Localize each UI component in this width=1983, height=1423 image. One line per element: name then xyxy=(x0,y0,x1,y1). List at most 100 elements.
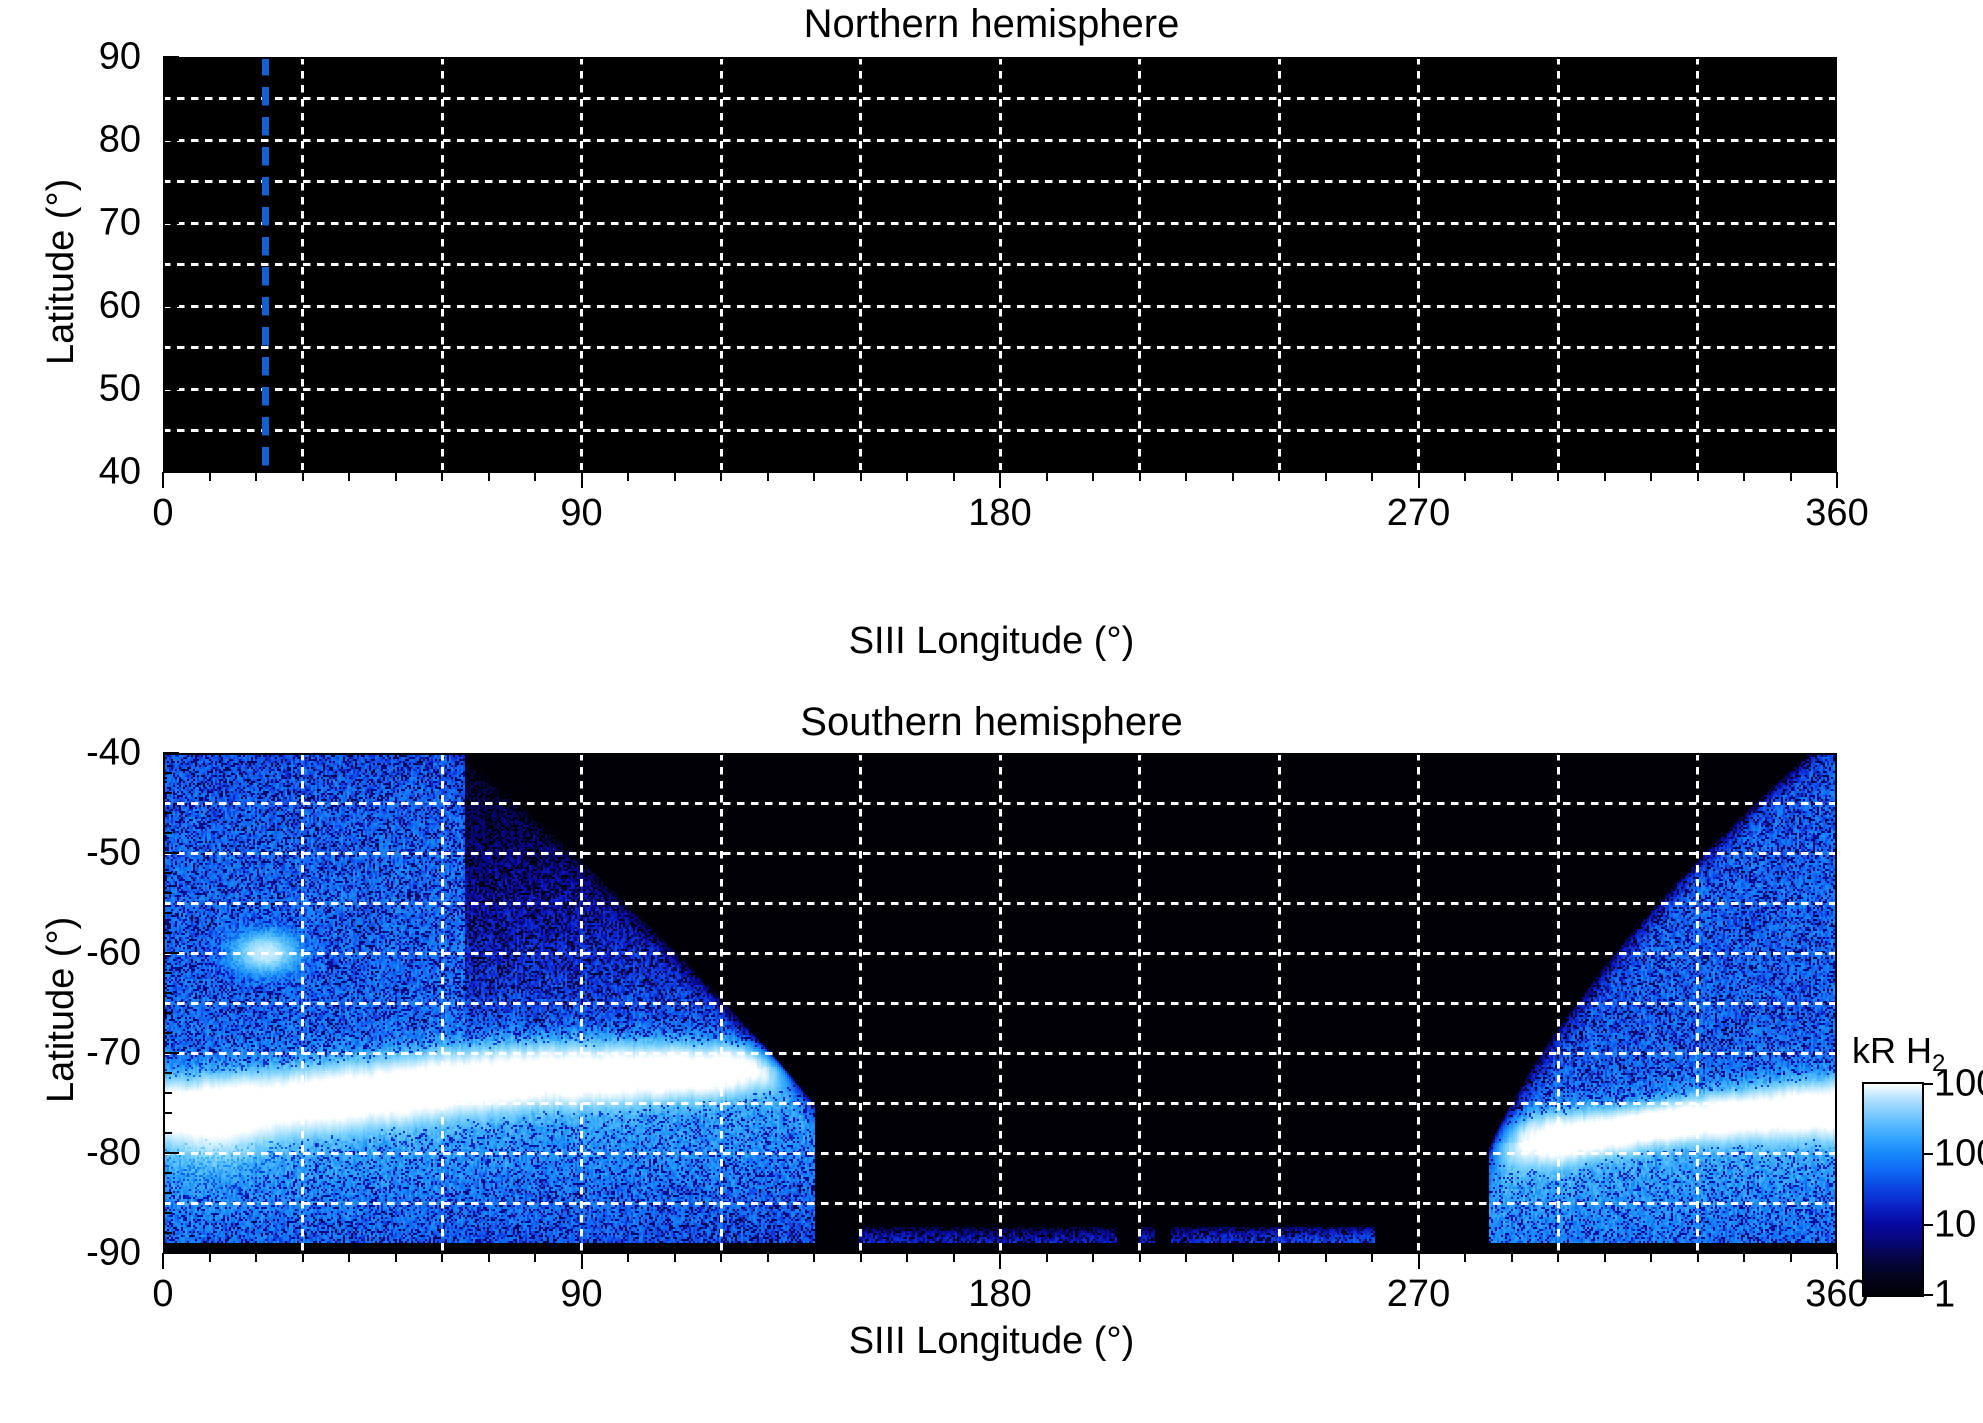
colorbar-tick-label: 1000 xyxy=(1934,1062,1983,1105)
x-tick-major xyxy=(1836,472,1838,488)
x-tick-major xyxy=(162,1253,164,1269)
y-tick-major xyxy=(163,222,179,224)
y-tick-minor xyxy=(163,255,172,258)
x-tick-minor xyxy=(1650,1253,1652,1262)
x-tick-label: 0 xyxy=(152,492,174,534)
x-tick-minor xyxy=(1696,1253,1699,1262)
y-tick-label: -70 xyxy=(86,1031,141,1074)
x-tick-minor xyxy=(1510,1253,1513,1262)
x-tick-minor xyxy=(906,1253,908,1262)
x-tick-minor xyxy=(441,1253,443,1262)
y-tick-minor xyxy=(163,932,172,934)
x-tick-label: 180 xyxy=(968,1273,1032,1315)
y-axis-title-north: Latitude (°) xyxy=(40,178,82,365)
x-tick-minor xyxy=(766,1253,769,1262)
plot-area-north xyxy=(163,57,1837,472)
gridline-horizontal xyxy=(163,263,1837,266)
gridline-vertical xyxy=(1277,57,1281,472)
y-tick-label: 40 xyxy=(98,450,141,493)
gridline-vertical xyxy=(1556,57,1560,472)
x-tick-minor xyxy=(1278,1253,1280,1262)
colorbar-gradient xyxy=(1862,1082,1924,1297)
x-tick-minor xyxy=(1138,1253,1141,1262)
colorbar: 1 10 100 1000 xyxy=(1862,1063,1983,1316)
x-tick-minor xyxy=(394,1253,397,1262)
gridline-horizontal xyxy=(163,180,1837,183)
x-tick-minor xyxy=(1557,472,1559,481)
gridlines-north xyxy=(163,57,1837,472)
x-tick-minor xyxy=(441,472,443,481)
y-tick-minor xyxy=(163,1072,172,1074)
y-tick-minor xyxy=(163,122,172,125)
y-tick-major xyxy=(163,1252,179,1254)
y-tick-minor xyxy=(163,1092,172,1094)
x-axis-title-north: SIII Longitude (°) xyxy=(848,620,1135,662)
x-tick-major xyxy=(1417,1253,1420,1269)
x-tick-minor xyxy=(1324,472,1327,481)
x-tick-minor xyxy=(394,472,397,481)
y-tick-minor xyxy=(163,437,172,440)
gridline-vertical xyxy=(1696,57,1699,472)
x-tick-minor xyxy=(348,1253,350,1262)
x-tick-minor xyxy=(720,472,722,481)
x-axis-title-south: SIII Longitude (°) xyxy=(848,1320,1135,1362)
x-tick-minor xyxy=(906,472,908,481)
y-tick-minor xyxy=(163,72,172,75)
y-tick-label: 50 xyxy=(98,367,141,410)
colorbar-title: kR H2 xyxy=(1852,1030,1945,1078)
y-tick-major xyxy=(163,471,179,473)
x-tick-minor xyxy=(1557,1253,1559,1262)
gridline-vertical xyxy=(580,57,583,472)
gridline-horizontal xyxy=(163,138,1837,142)
x-tick-minor xyxy=(208,1253,211,1262)
panel-title-north: Northern hemisphere xyxy=(803,2,1180,46)
x-tick-minor xyxy=(208,472,211,481)
y-tick-minor xyxy=(163,812,172,814)
y-tick-minor xyxy=(163,288,172,291)
x-tick-major xyxy=(1836,1253,1838,1269)
y-tick-minor xyxy=(163,792,172,794)
gridline-horizontal xyxy=(163,429,1837,432)
x-tick-minor xyxy=(1231,1253,1234,1262)
x-tick-minor xyxy=(952,1253,955,1262)
y-tick-minor xyxy=(163,1112,172,1114)
x-tick-minor xyxy=(720,1253,722,1262)
gridline-vertical xyxy=(859,57,862,472)
x-tick-label: 180 xyxy=(968,492,1032,534)
x-tick-minor xyxy=(255,1253,257,1262)
y-tick-major xyxy=(163,1152,179,1154)
x-tick-minor xyxy=(1464,1253,1466,1262)
y-tick-label: 60 xyxy=(98,284,141,327)
gridline-horizontal xyxy=(163,97,1837,100)
y-tick-minor xyxy=(163,155,172,158)
x-tick-major xyxy=(580,1253,583,1269)
x-tick-minor xyxy=(859,1253,862,1262)
y-tick-major xyxy=(163,852,179,854)
y-tick-minor xyxy=(163,992,172,994)
y-tick-major xyxy=(163,388,179,390)
x-tick-minor xyxy=(627,1253,629,1262)
gridline-horizontal xyxy=(163,304,1837,308)
y-tick-major xyxy=(163,952,179,954)
x-tick-label: 270 xyxy=(1386,1273,1451,1315)
x-tick-minor xyxy=(1789,1253,1792,1262)
y-tick-label: -60 xyxy=(86,931,141,974)
x-tick-minor xyxy=(813,472,815,481)
x-tick-label: 360 xyxy=(1805,492,1869,534)
x-tick-minor xyxy=(487,1253,490,1262)
y-tick-minor xyxy=(163,454,172,457)
y-tick-minor xyxy=(163,271,172,274)
x-tick-label: 270 xyxy=(1386,492,1451,534)
gridline-vertical xyxy=(301,57,304,472)
panel-title-south: Southern hemisphere xyxy=(800,700,1183,744)
x-tick-label: 90 xyxy=(560,1273,603,1315)
y-tick-label: 70 xyxy=(98,201,141,244)
x-tick-minor xyxy=(1278,472,1280,481)
y-axis-title-south: Latitude (°) xyxy=(40,916,82,1103)
x-tick-minor xyxy=(1092,472,1094,481)
y-tick-minor xyxy=(163,421,172,424)
y-tick-major xyxy=(163,305,179,307)
x-tick-label: 360 xyxy=(1805,1273,1869,1315)
x-tick-minor xyxy=(1045,1253,1048,1262)
y-tick-minor xyxy=(163,172,172,175)
